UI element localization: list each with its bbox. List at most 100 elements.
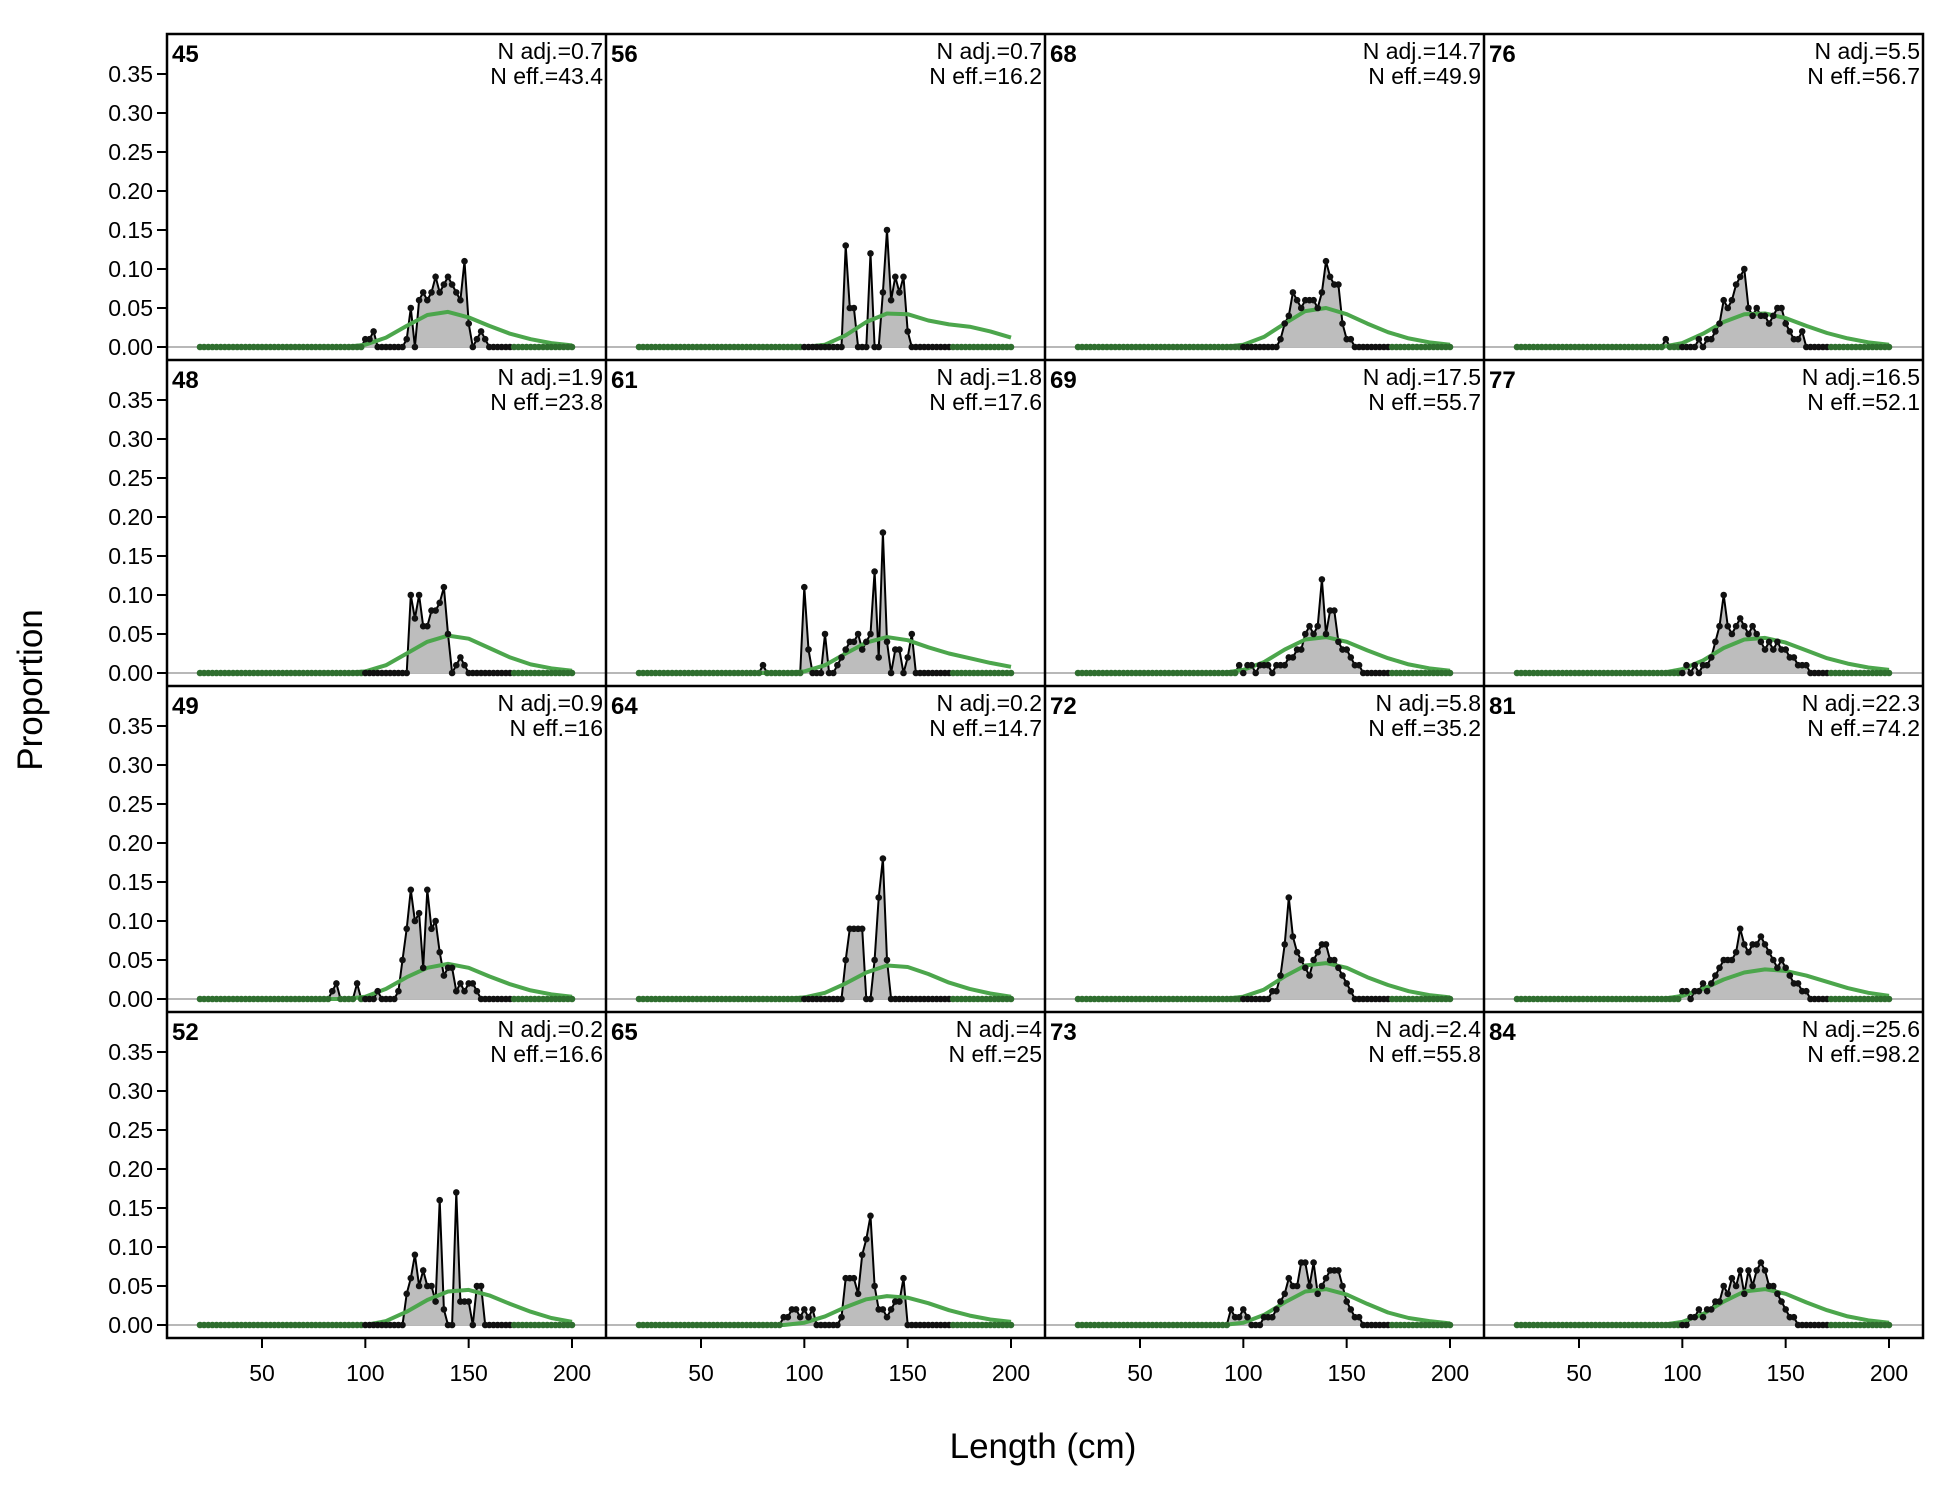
observed-point (1679, 669, 1686, 677)
observed-point (1749, 312, 1756, 320)
observed-point (424, 296, 431, 304)
observed-point (759, 661, 767, 669)
observed-point (871, 1282, 878, 1290)
observed-point (1343, 1298, 1350, 1305)
observed-area (639, 858, 1011, 999)
n-eff-label: N eff.=43.4 (490, 63, 603, 89)
y-tick-label: 0.25 (108, 465, 153, 491)
observed-point (436, 289, 444, 296)
observed-point (469, 980, 477, 987)
n-adj-label: N adj.=0.9 (498, 690, 604, 716)
observed-point (1728, 296, 1736, 304)
observed-point (366, 335, 373, 343)
observed-point (809, 1306, 816, 1313)
n-eff-label: N eff.=17.6 (929, 389, 1042, 415)
observed-point (1310, 296, 1317, 304)
observed-point (1322, 630, 1330, 638)
n-adj-label: N adj.=22.3 (1802, 690, 1920, 716)
observed-point (1741, 941, 1748, 948)
y-tick-label: 0.35 (108, 387, 153, 413)
observed-point (1716, 1298, 1723, 1305)
observed-point (1703, 661, 1711, 669)
observed-point (900, 1274, 907, 1282)
observed-point (1335, 964, 1342, 972)
observed-point (411, 1251, 419, 1259)
observed-point (1716, 964, 1723, 972)
observed-point (887, 296, 895, 304)
observed-point (465, 320, 473, 327)
observed-point (1277, 972, 1284, 979)
y-tick-label: 0.30 (108, 1078, 153, 1104)
observed-point (1683, 987, 1690, 995)
expected-line (200, 309, 573, 349)
observed-point (863, 638, 870, 646)
observed-point (834, 1321, 841, 1329)
observed-point (1326, 273, 1334, 281)
observed-point (875, 894, 882, 901)
observed-point (1695, 335, 1703, 343)
panel-id-label: 52 (172, 1019, 199, 1046)
observed-point (1782, 320, 1789, 327)
observed-point (1687, 995, 1694, 1003)
panel-52: 52 N adj.=0.2N eff.=16.6 (167, 1016, 606, 1329)
observed-point (407, 1274, 415, 1282)
observed-point (324, 995, 332, 1003)
observed-point (858, 1251, 866, 1259)
observed-point (1708, 654, 1715, 661)
observed-point (1289, 933, 1297, 940)
observed-point (453, 987, 460, 995)
observed-point (1745, 948, 1752, 956)
y-tick-label: 0.20 (108, 1156, 153, 1182)
observed-point (1343, 980, 1350, 987)
observed-line (639, 858, 1011, 1000)
x-tick-label: 150 (888, 1360, 926, 1386)
observed-point (1318, 1282, 1326, 1290)
observed-point (568, 669, 576, 677)
expected-line (639, 635, 1012, 675)
observed-point (1240, 1306, 1247, 1313)
observed-point (403, 925, 411, 933)
observed-point (1716, 320, 1723, 327)
observed-point (838, 654, 845, 661)
observed-point (1761, 941, 1769, 948)
observed-point (1790, 654, 1798, 661)
observed-point (1778, 304, 1785, 312)
expected-line (639, 963, 1012, 1001)
observed-point (1699, 980, 1707, 987)
observed-point (1728, 630, 1736, 638)
observed-point (1803, 987, 1810, 995)
observed-point (1314, 304, 1321, 312)
observed-point (448, 281, 456, 288)
observed-point (842, 956, 849, 964)
observed-point (887, 1306, 895, 1313)
observed-point (1749, 622, 1756, 630)
y-tick-label: 0.05 (108, 621, 153, 647)
observed-point (1782, 646, 1789, 653)
expected-line (1078, 1287, 1451, 1327)
observed-point (1757, 1259, 1765, 1266)
panel-68: 68 N adj.=14.7N eff.=49.9 (1045, 38, 1484, 351)
observed-point (1712, 638, 1719, 646)
observed-point (863, 1235, 870, 1243)
observed-point (457, 980, 464, 987)
observed-point (1778, 956, 1785, 964)
observed-point (1765, 948, 1773, 956)
observed-point (1736, 1267, 1744, 1274)
observed-point (1774, 1290, 1781, 1298)
observed-point (448, 669, 456, 677)
observed-point (1264, 995, 1272, 1003)
n-adj-label: N adj.=0.7 (937, 38, 1043, 64)
n-eff-label: N eff.=49.9 (1368, 63, 1481, 89)
observed-point (1770, 1282, 1777, 1290)
observed-point (1335, 281, 1342, 288)
observed-point (1339, 1282, 1346, 1290)
observed-point (1662, 335, 1670, 343)
expected-line (1517, 967, 1890, 1001)
panel-65: 65 N adj.=4N eff.=25 (606, 1016, 1045, 1329)
observed-point (863, 343, 870, 351)
observed-point (432, 607, 439, 614)
observed-point (403, 1290, 411, 1298)
observed-point (1761, 312, 1769, 320)
observed-point (1355, 1313, 1363, 1321)
observed-point (1235, 1313, 1243, 1321)
